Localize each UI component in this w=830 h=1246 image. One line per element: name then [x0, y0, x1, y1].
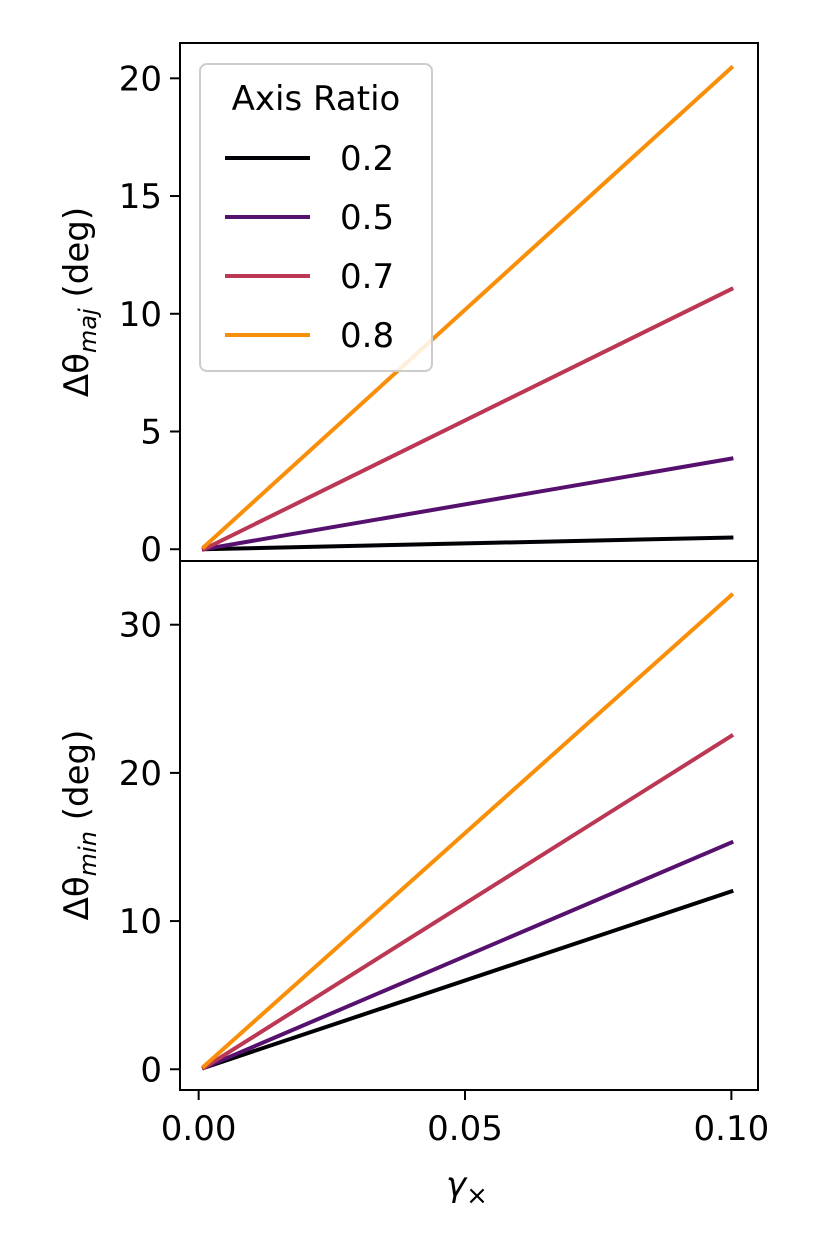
- top-ytick-label: 20: [119, 59, 162, 99]
- top-series-line-0.7: [201, 286, 735, 552]
- bottom-ylabel: Δθmin (deg): [57, 730, 102, 921]
- legend-label-0.5: 0.5: [340, 198, 394, 238]
- bottom-ytick-label: 10: [119, 902, 162, 942]
- top-y-ticks: 0 5 10 15 20: [119, 59, 180, 570]
- bottom-ytick-label: 0: [140, 1050, 162, 1090]
- top-series-line-0.5: [201, 456, 734, 552]
- bottom-xtick-label: 0.05: [427, 1109, 503, 1149]
- top-ytick-label: 5: [140, 413, 162, 453]
- legend-title: Axis Ratio: [232, 79, 401, 119]
- bottom-series-line-0.7: [201, 733, 735, 1071]
- legend-label-0.2: 0.2: [340, 139, 394, 179]
- top-series-line-0.2: [201, 535, 734, 552]
- legend-label-0.7: 0.7: [340, 257, 394, 297]
- bottom-series-line-0.2: [201, 888, 734, 1071]
- legend-box: [199, 63, 433, 372]
- bottom-series-lines: [201, 592, 735, 1071]
- top-series-lines: [201, 64, 735, 552]
- legend-entries: 0.2 0.5 0.7 0.8: [225, 139, 394, 356]
- legend-label-0.8: 0.8: [340, 316, 394, 356]
- legend: Axis Ratio 0.2 0.5 0.7 0.8: [199, 63, 433, 372]
- bottom-series-line-0.5: [201, 839, 735, 1071]
- top-series-line-0.8: [201, 64, 735, 550]
- bottom-ytick-label: 30: [119, 606, 162, 646]
- bottom-series-line-0.8: [201, 592, 735, 1070]
- bottom-xtick-label: 0.10: [694, 1109, 770, 1149]
- top-ytick-label: 10: [119, 295, 162, 335]
- bottom-x-ticks: 0.00 0.05 0.10: [161, 1090, 769, 1149]
- bottom-panel: 0 10 20 30 0.00 0.05 0.10 Δθmin (deg) γ×: [57, 560, 769, 1211]
- top-ytick-label: 15: [119, 177, 162, 217]
- bottom-ylabel-text: Δθmin (deg): [57, 730, 102, 921]
- bottom-xtick-label: 0.00: [161, 1109, 237, 1149]
- top-ytick-label: 0: [140, 530, 162, 570]
- top-ylabel-text: Δθmaj (deg): [57, 207, 102, 397]
- bottom-axes-frame: [179, 560, 759, 1091]
- bottom-y-ticks: 0 10 20 30: [119, 606, 180, 1090]
- bottom-ytick-label: 20: [119, 754, 162, 794]
- xlabel: γ×: [446, 1165, 488, 1211]
- top-ylabel: Δθmaj (deg): [57, 207, 102, 397]
